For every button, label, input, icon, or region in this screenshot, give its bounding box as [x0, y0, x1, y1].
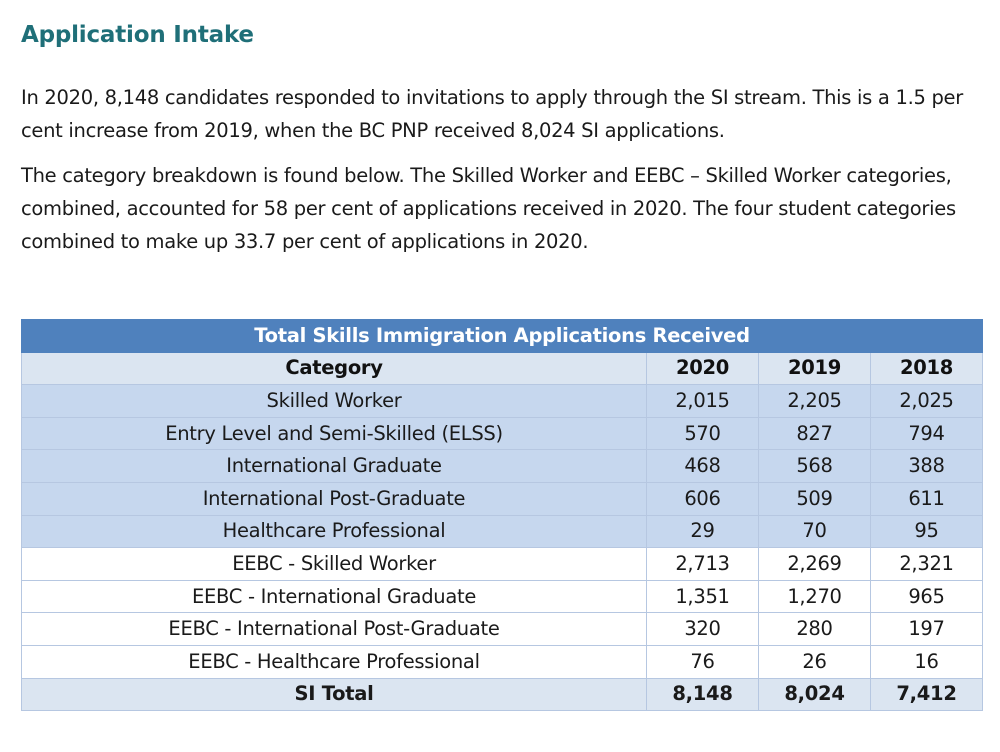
table-header-row: Category 2020 2019 2018	[21, 351, 983, 386]
value-cell-2018: 2,321	[870, 547, 983, 581]
total-cell-2020: 8,148	[646, 677, 759, 712]
breakdown-paragraph: The category breakdown is found below. T…	[21, 164, 956, 253]
value-cell-2020: 570	[646, 416, 759, 451]
table-row: International Post-Graduate 606 509 611	[21, 481, 983, 516]
table-row: EEBC - International Post-Graduate 320 2…	[21, 612, 983, 646]
column-header-category: Category	[21, 351, 647, 386]
table-row: EEBC - Skilled Worker 2,713 2,269 2,321	[21, 547, 983, 581]
table-row: EEBC - Healthcare Professional 76 26 16	[21, 644, 983, 679]
value-cell-2019: 2,205	[758, 384, 871, 418]
table-row: Entry Level and Semi-Skilled (ELSS) 570 …	[21, 416, 983, 451]
value-cell-2019: 2,269	[758, 547, 871, 581]
value-cell-2020: 320	[646, 612, 759, 646]
intro-paragraph: In 2020, 8,148 candidates responded to i…	[21, 86, 963, 142]
value-cell-2018: 16	[870, 644, 983, 679]
applications-table: Total Skills Immigration Applications Re…	[21, 319, 983, 712]
value-cell-2020: 1,351	[646, 579, 759, 614]
value-cell-2018: 388	[870, 449, 983, 483]
value-cell-2019: 827	[758, 416, 871, 451]
table-row: International Graduate 468 568 388	[21, 449, 983, 483]
column-header-2018: 2018	[870, 351, 983, 386]
table-row: Healthcare Professional 29 70 95	[21, 514, 983, 549]
value-cell-2020: 29	[646, 514, 759, 549]
value-cell-2019: 26	[758, 644, 871, 679]
column-header-2020: 2020	[646, 351, 759, 386]
value-cell-2019: 568	[758, 449, 871, 483]
table-title-row: Total Skills Immigration Applications Re…	[21, 319, 983, 353]
value-cell-2018: 965	[870, 579, 983, 614]
column-header-2019: 2019	[758, 351, 871, 386]
category-cell: EEBC - Healthcare Professional	[21, 644, 647, 679]
total-cell-2019: 8,024	[758, 677, 871, 712]
value-cell-2020: 468	[646, 449, 759, 483]
total-label-cell: SI Total	[21, 677, 647, 712]
value-cell-2020: 76	[646, 644, 759, 679]
table-title: Total Skills Immigration Applications Re…	[21, 319, 983, 353]
table-total-row: SI Total 8,148 8,024 7,412	[21, 677, 983, 712]
value-cell-2019: 1,270	[758, 579, 871, 614]
category-cell: International Post-Graduate	[21, 481, 647, 516]
table-row: Skilled Worker 2,015 2,205 2,025	[21, 384, 983, 418]
table-row: EEBC - International Graduate 1,351 1,27…	[21, 579, 983, 614]
value-cell-2018: 197	[870, 612, 983, 646]
value-cell-2018: 95	[870, 514, 983, 549]
value-cell-2019: 70	[758, 514, 871, 549]
value-cell-2018: 794	[870, 416, 983, 451]
category-cell: Healthcare Professional	[21, 514, 647, 549]
total-cell-2018: 7,412	[870, 677, 983, 712]
category-cell: EEBC - Skilled Worker	[21, 547, 647, 581]
value-cell-2018: 611	[870, 481, 983, 516]
category-cell: Skilled Worker	[21, 384, 647, 418]
value-cell-2020: 2,713	[646, 547, 759, 581]
value-cell-2020: 606	[646, 481, 759, 516]
value-cell-2019: 509	[758, 481, 871, 516]
value-cell-2020: 2,015	[646, 384, 759, 418]
value-cell-2018: 2,025	[870, 384, 983, 418]
category-cell: EEBC - International Post-Graduate	[21, 612, 647, 646]
section-heading: Application Intake	[21, 22, 254, 48]
category-cell: International Graduate	[21, 449, 647, 483]
category-cell: EEBC - International Graduate	[21, 579, 647, 614]
category-cell: Entry Level and Semi-Skilled (ELSS)	[21, 416, 647, 451]
value-cell-2019: 280	[758, 612, 871, 646]
